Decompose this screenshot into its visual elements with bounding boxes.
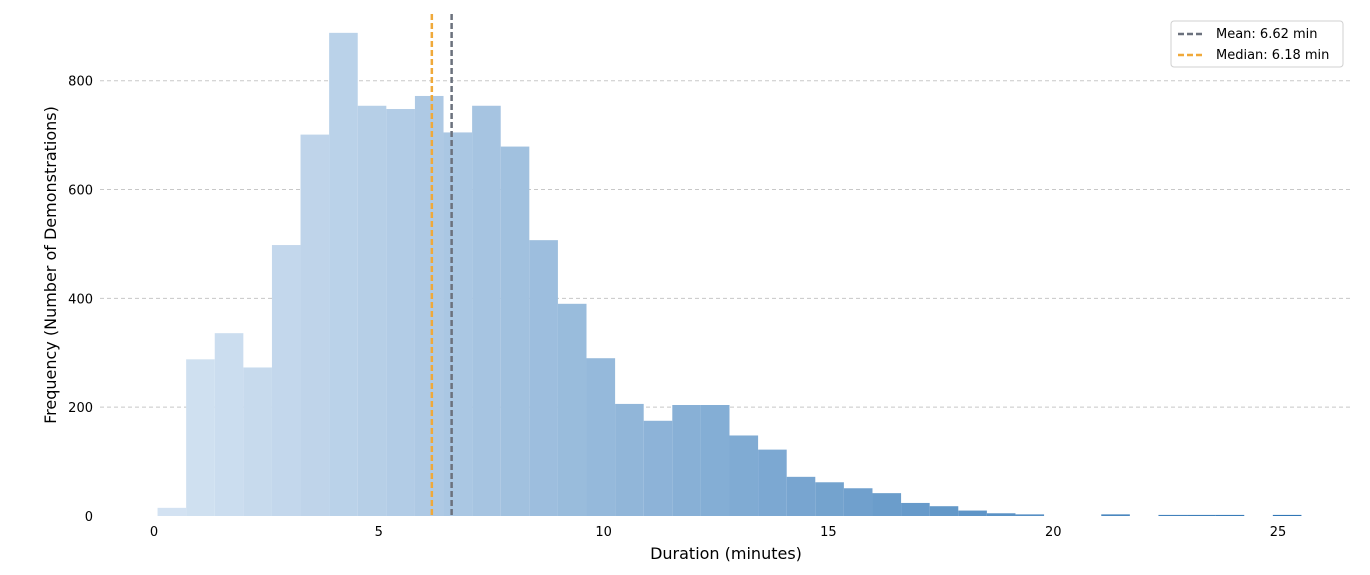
histogram-bar [586, 358, 616, 516]
histogram-bar [729, 435, 759, 516]
y-tick-label: 0 [85, 510, 93, 525]
histogram-bar [1101, 514, 1130, 516]
histogram-bar [1015, 514, 1045, 516]
histogram-bar [901, 502, 930, 516]
histogram-bar [214, 333, 244, 516]
histogram-bar [1158, 514, 1188, 516]
histogram-bar [300, 134, 330, 516]
histogram-bar [643, 420, 673, 516]
x-tick-label: 0 [150, 525, 158, 540]
y-tick-label: 800 [68, 75, 93, 90]
legend: Mean: 6.62 min Median: 6.18 min [1170, 20, 1344, 68]
y-axis-ticks: 0 200 400 600 800 [68, 75, 93, 525]
reference-lines [430, 14, 453, 516]
histogram-bar [872, 493, 902, 516]
histogram-bar [1272, 514, 1302, 516]
x-axis-title: Duration (minutes) [650, 544, 802, 563]
histogram-bar [529, 240, 558, 517]
histogram-bar [758, 449, 787, 516]
histogram-bar [186, 359, 215, 516]
x-tick-label: 25 [1270, 525, 1287, 540]
histogram-bar [443, 132, 473, 516]
histogram-bar [700, 405, 730, 516]
histogram-bar [557, 303, 587, 516]
legend-box [1170, 20, 1344, 68]
histogram-bar [271, 245, 301, 516]
x-tick-label: 15 [820, 525, 837, 540]
histogram-bar [615, 403, 644, 516]
histogram-bar [786, 476, 816, 516]
histogram-bar [815, 482, 844, 516]
histogram-bar [1215, 514, 1245, 516]
histogram-bar [472, 105, 501, 516]
histogram-bar [843, 488, 873, 516]
histogram-bar [357, 105, 387, 516]
y-tick-label: 200 [68, 401, 93, 416]
histogram-bar [386, 109, 415, 517]
histogram-bar [672, 405, 701, 516]
x-tick-label: 20 [1045, 525, 1062, 540]
histogram-bar [1187, 514, 1216, 516]
histogram-bar [958, 510, 987, 516]
x-axis-ticks: 0 5 10 15 20 25 [150, 525, 1287, 540]
x-tick-label: 5 [375, 525, 383, 540]
histogram-bar [329, 32, 358, 516]
x-tick-label: 10 [595, 525, 612, 540]
y-tick-label: 400 [68, 292, 93, 307]
histogram-bar [243, 367, 272, 516]
histogram-bar [986, 513, 1016, 516]
y-axis-title: Frequency (Number of Demonstrations) [41, 106, 60, 424]
histogram-bar [414, 95, 444, 517]
legend-median-label: Median: 6.18 min [1216, 48, 1329, 63]
legend-mean-label: Mean: 6.62 min [1216, 27, 1318, 42]
histogram-bar [500, 146, 530, 516]
y-tick-label: 600 [68, 184, 93, 199]
bars-layer [157, 32, 1302, 517]
histogram-bar [929, 506, 959, 516]
histogram-bar [157, 507, 187, 516]
